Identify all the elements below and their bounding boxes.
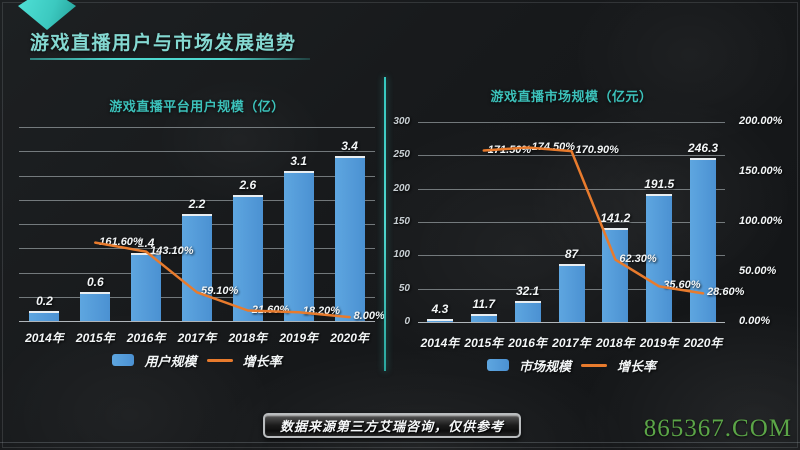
y-axis-tick: 300 [393,116,410,127]
y-axis-tick: 250 [393,149,410,161]
bar [334,156,365,321]
y-axis-tick: 0 [404,316,410,327]
growth-rate-label: 170.90% [575,144,619,157]
bar-value-label: 2.2 [188,197,206,212]
bar [182,214,212,321]
y-axis-tick: 150 [393,216,410,227]
gridline [418,255,725,257]
category-label: 2019年 [279,331,319,345]
legend-bar-label: 用户规模 [144,353,197,369]
category-label: 2020年 [330,331,369,345]
bar [80,291,111,321]
bar [646,194,673,322]
bar [514,300,541,322]
growth-rate-label: 143.10% [150,244,194,257]
chart-divider [384,77,386,371]
secondary-axis-tick: 50.00% [739,265,777,277]
secondary-axis-tick: 200.00% [739,115,783,127]
gridline [418,222,725,223]
category-label: 2017年 [177,331,217,345]
bar-value-label: 3.4 [341,139,358,154]
bar [470,314,497,322]
bar [232,194,263,321]
legend-bar-label: 市场规模 [518,358,571,374]
data-source-note: 数据来源第三方艾瑞咨询，仅供参考 [263,413,521,438]
bar [29,311,60,321]
growth-rate-label: 28.60% [707,286,745,299]
page-title: 游戏直播用户与市场发展趋势 [30,33,297,54]
bar [558,264,585,322]
y-axis-tick: 200 [393,182,410,194]
bar [283,170,314,321]
bar [602,227,629,322]
legend-line-label: 增长率 [242,353,282,369]
category-label: 2017年 [552,336,591,350]
bottom-edge-line [0,442,800,443]
category-label: 2019年 [639,336,679,350]
gridline [19,127,375,128]
legend-bar-swatch [486,359,509,371]
growth-rate-label: 59.10% [201,285,239,298]
category-label: 2020年 [683,336,723,350]
secondary-axis-tick: 100.00% [739,215,783,227]
category-label: 2014年 [25,331,64,345]
bar-value-label: 141.2 [600,210,631,225]
bar-value-label: 32.1 [515,283,540,298]
bar-value-label: 4.3 [431,302,449,317]
bar-value-label: 246.3 [688,140,719,155]
bar [426,319,453,322]
bar-value-label: 3.1 [290,153,308,168]
gridline [19,175,375,177]
bar-value-label: 87 [564,247,579,261]
gridline [418,122,725,123]
bar-value-label: 11.7 [472,297,496,312]
growth-rate-label: 8.00% [353,310,385,323]
gridline [19,199,375,201]
left-chart-title: 游戏直播平台用户规模（亿） [109,99,285,114]
gridline [418,188,725,190]
growth-rate-label: 62.30% [619,252,657,265]
growth-rate-line [482,146,705,295]
category-label: 2014年 [420,336,460,350]
bar-value-label: 0.6 [86,274,104,289]
data-source-text: 数据来源第三方艾瑞咨询，仅供参考 [279,419,504,434]
bar-value-label: 2.6 [239,177,257,192]
category-label: 2015年 [75,331,115,345]
category-label: 2015年 [464,336,504,350]
bar [131,253,162,321]
bar-value-label: 0.2 [36,294,53,309]
bar-value-label: 1.4 [137,236,155,251]
category-label: 2018年 [228,331,268,345]
bar-value-label: 191.5 [644,177,675,192]
legend-line-label: 增长率 [617,358,657,374]
left-chart-legend: 用户规模 增长率 [19,352,375,369]
right-chart-legend: 市场规模 增长率 [418,357,725,374]
category-label: 2016年 [508,336,547,350]
y-axis-tick: 100 [393,249,410,261]
secondary-axis-tick: 150.00% [739,165,783,177]
watermark: 865367.COM [643,415,792,442]
gridline [418,155,725,157]
gridline [418,322,725,323]
category-label: 2018年 [595,336,635,350]
growth-rate-line [94,241,351,319]
gridline [19,321,375,322]
y-axis-tick: 50 [398,282,410,294]
legend-line-swatch [581,363,607,367]
category-label: 2016年 [126,331,166,345]
right-chart-title: 游戏直播市场规模（亿元） [490,89,653,104]
legend-bar-swatch [112,354,135,366]
title-underline [30,58,310,60]
legend-line-swatch [206,358,233,362]
secondary-axis-tick: 0.00% [739,315,771,327]
gridline [19,151,375,153]
